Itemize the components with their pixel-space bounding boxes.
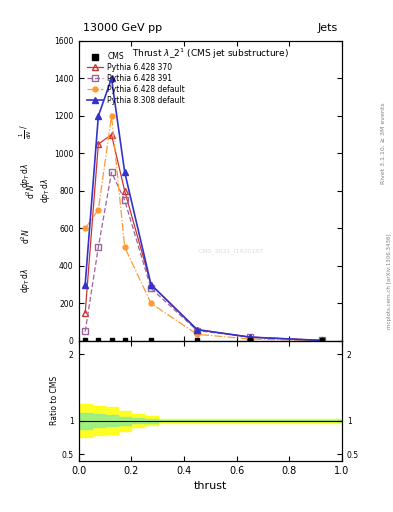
Text: 13000 GeV pp: 13000 GeV pp [83,23,162,33]
X-axis label: thrust: thrust [194,481,227,491]
Y-axis label: Ratio to CMS: Ratio to CMS [50,376,59,425]
Text: Thrust $\lambda\_2^1$ (CMS jet substructure): Thrust $\lambda\_2^1$ (CMS jet substruct… [132,47,289,61]
Text: $\mathrm{d}p_T\,\mathrm{d}\lambda$: $\mathrm{d}p_T\,\mathrm{d}\lambda$ [19,268,33,293]
Text: $\mathrm{d}^2N$: $\mathrm{d}^2N$ [20,228,32,244]
Text: CMS_2021_I1920187: CMS_2021_I1920187 [199,248,264,254]
Text: $\mathrm{d}p_T\,\mathrm{d}\lambda$: $\mathrm{d}p_T\,\mathrm{d}\lambda$ [19,163,33,188]
Text: $\frac{1}{\mathrm{d}N}$ /: $\frac{1}{\mathrm{d}N}$ / [18,123,34,139]
Legend: CMS, Pythia 6.428 370, Pythia 6.428 391, Pythia 6.428 default, Pythia 8.308 defa: CMS, Pythia 6.428 370, Pythia 6.428 391,… [85,51,187,106]
Text: mcplots.cern.ch [arXiv:1306.3436]: mcplots.cern.ch [arXiv:1306.3436] [387,234,391,329]
Text: Jets: Jets [318,23,338,33]
Y-axis label: $\mathrm{d}^2N$
$\mathrm{d}p_T\,\mathrm{d}\lambda$: $\mathrm{d}^2N$ $\mathrm{d}p_T\,\mathrm{… [24,178,51,203]
Text: Rivet 3.1.10, ≥ 3M events: Rivet 3.1.10, ≥ 3M events [381,102,386,184]
